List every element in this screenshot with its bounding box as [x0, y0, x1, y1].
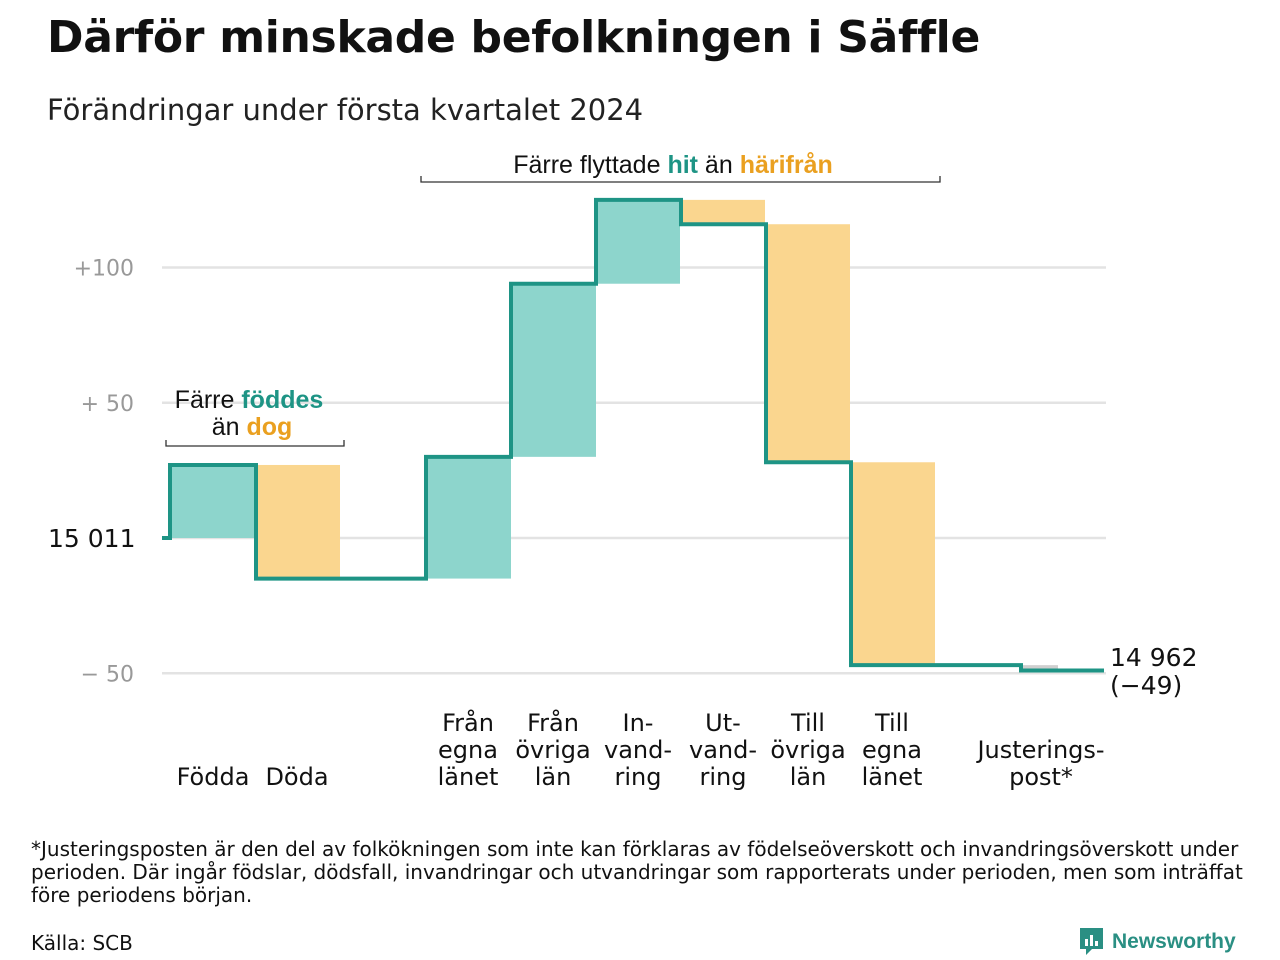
- category-label: län: [535, 763, 572, 791]
- newsworthy-logo-icon: [1080, 928, 1103, 955]
- annotation-highlight-increase: föddes: [241, 386, 323, 414]
- annotation-births-deaths-line1: Färre föddes: [175, 386, 324, 414]
- waterfall-bar: [426, 456, 511, 579]
- annotation-migration: Färre flyttade hit än härifrån: [513, 151, 833, 179]
- end-change-label: (−49): [1110, 671, 1182, 700]
- category-label: ring: [700, 763, 747, 791]
- category-label: vand-: [604, 736, 672, 764]
- y-tick-label: − 50: [81, 662, 134, 687]
- annotation-births-deaths-line2: än dog: [212, 413, 293, 441]
- category-label: övriga: [515, 736, 590, 764]
- category-label: Döda: [265, 763, 328, 791]
- waterfall-bar: [681, 199, 765, 225]
- waterfall-bar: [851, 462, 935, 666]
- category-label: Justerings-: [975, 736, 1104, 764]
- category-label: In-: [623, 709, 654, 737]
- end-value-label: 14 962: [1110, 643, 1197, 672]
- category-label: Till: [790, 709, 825, 737]
- annotation-highlight-decrease: härifrån: [740, 151, 833, 179]
- category-label: Ut-: [705, 709, 741, 737]
- y-tick-label: +100: [74, 257, 134, 282]
- waterfall-bar: [256, 464, 340, 579]
- annotation-highlight-increase: hit: [667, 151, 698, 179]
- category-label: ring: [615, 763, 662, 791]
- waterfall-bar: [596, 199, 680, 284]
- category-label: länet: [438, 763, 499, 791]
- waterfall-bar: [1021, 665, 1058, 671]
- waterfall-bar: [766, 224, 850, 463]
- waterfall-bar: [170, 464, 255, 538]
- category-label: Från: [527, 708, 579, 737]
- brand-logo: Newsworthy: [1078, 926, 1236, 957]
- annotation-highlight-decrease: dog: [246, 413, 292, 441]
- category-label: övriga: [770, 736, 845, 764]
- source-label: Källa: SCB: [31, 931, 133, 955]
- category-label: län: [790, 763, 827, 791]
- category-label: egna: [862, 736, 922, 764]
- annotation-text: Färre flyttade: [513, 151, 667, 179]
- y-tick-label: + 50: [81, 392, 134, 417]
- category-label: Från: [442, 708, 494, 737]
- category-label: egna: [438, 736, 498, 764]
- annotation-text: än: [698, 151, 740, 179]
- waterfall-bar: [511, 283, 596, 457]
- brand-name: Newsworthy: [1112, 929, 1236, 953]
- annotation-text: Färre: [175, 386, 242, 414]
- category-label: Till: [874, 709, 909, 737]
- category-label: vand-: [689, 736, 757, 764]
- chart-title: Därför minskade befolkningen i Säffle: [47, 12, 981, 63]
- category-label: länet: [862, 763, 923, 791]
- start-value-label: 15 011: [48, 524, 135, 553]
- annotation-bracket: [420, 176, 941, 183]
- category-label: post*: [1009, 763, 1073, 791]
- chart-subtitle: Förändringar under första kvartalet 2024: [47, 93, 644, 127]
- category-label: Födda: [177, 763, 250, 791]
- cumulative-step-line: [162, 197, 1104, 673]
- annotation-bracket: [165, 440, 345, 447]
- annotation-text: än: [212, 413, 247, 441]
- footnote: *Justeringsposten är den del av folkökni…: [31, 837, 1243, 907]
